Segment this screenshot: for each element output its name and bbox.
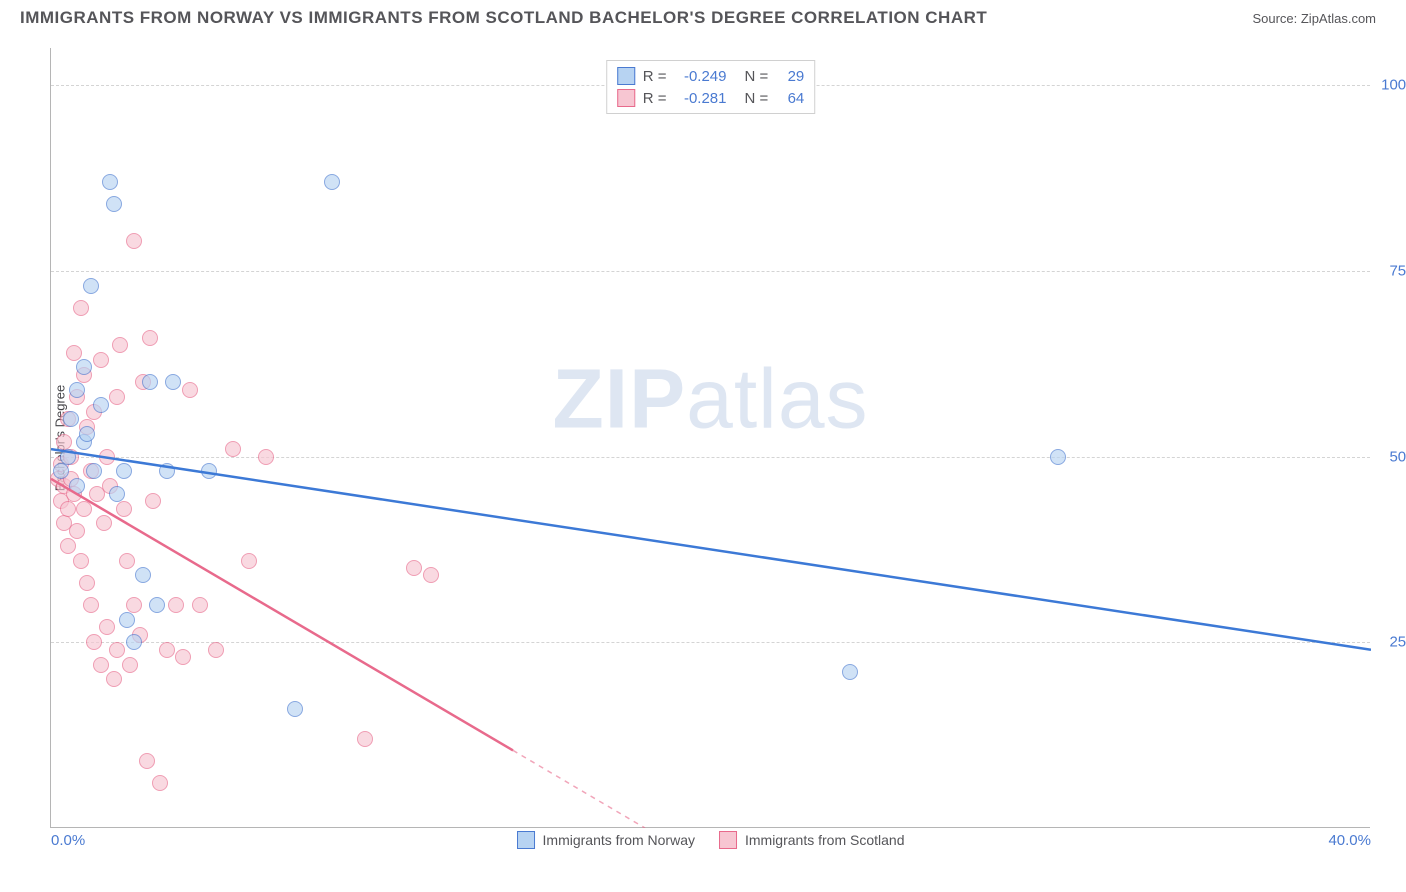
legend-series-label: Immigrants from Norway [543,832,695,848]
legend-series-item: Immigrants from Scotland [719,831,905,849]
x-tick-label: 0.0% [51,832,85,849]
legend-series: Immigrants from Norway Immigrants from Sc… [517,831,905,849]
legend-r-label: R = [643,90,667,107]
legend-r-value: -0.249 [675,68,727,85]
source-label: Source: ZipAtlas.com [1252,11,1376,26]
y-tick-label: 100.0% [1376,77,1406,94]
legend-r-label: R = [643,68,667,85]
x-tick-label: 40.0% [1328,832,1371,849]
y-tick-label: 25.0% [1376,634,1406,651]
legend-swatch [617,67,635,85]
legend-swatch [617,89,635,107]
legend-n-value: 29 [776,68,804,85]
legend-swatch [719,831,737,849]
legend-n-label: N = [745,90,769,107]
legend-n-value: 64 [776,90,804,107]
legend-r-value: -0.281 [675,90,727,107]
legend-series-item: Immigrants from Norway [517,831,695,849]
legend-n-label: N = [745,68,769,85]
legend-swatch [517,831,535,849]
legend-stats-row: R = -0.281 N = 64 [617,87,805,109]
y-tick-label: 75.0% [1376,262,1406,279]
chart-title: IMMIGRANTS FROM NORWAY VS IMMIGRANTS FRO… [20,8,987,28]
legend-series-label: Immigrants from Scotland [745,832,905,848]
legend-stats-row: R = -0.249 N = 29 [617,65,805,87]
chart-area: Bachelor's Degree 25.0%50.0%75.0%100.0% … [50,48,1370,828]
legend-stats: R = -0.249 N = 29 R = -0.281 N = 64 [606,60,816,114]
y-tick-label: 50.0% [1376,448,1406,465]
plot-region: 25.0%50.0%75.0%100.0% 0.0%40.0% ZIPatlas… [50,48,1370,828]
trend-lines [51,48,1371,828]
